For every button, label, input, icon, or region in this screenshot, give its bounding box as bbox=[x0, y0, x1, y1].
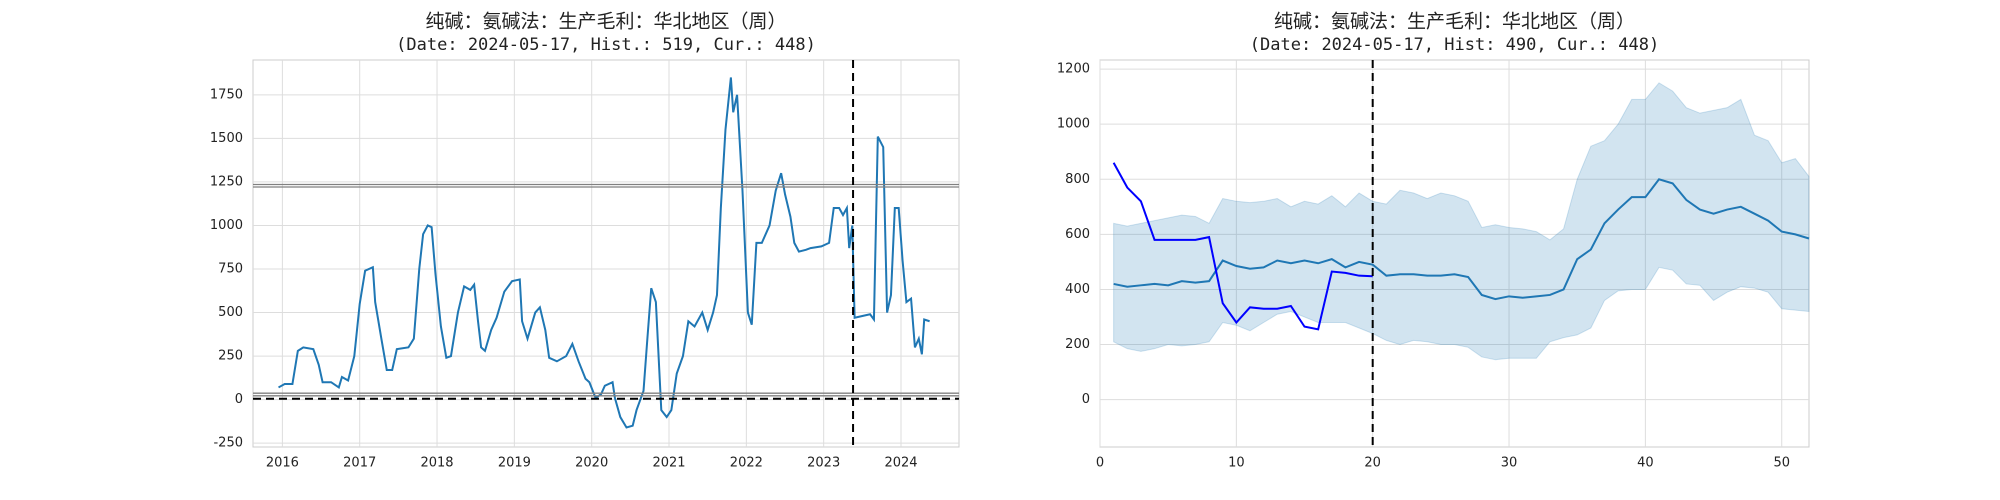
y-tick-label: 0 bbox=[1082, 392, 1090, 407]
x-tick-label: 2016 bbox=[266, 456, 299, 471]
chart-subtitle: (Date: 2024-05-17, Hist.: 519, Cur.: 448… bbox=[396, 35, 816, 55]
x-tick-label: 50 bbox=[1773, 456, 1790, 471]
y-tick-label: 600 bbox=[1065, 227, 1090, 242]
x-tick-label: 2020 bbox=[575, 456, 608, 471]
chart-title: 纯碱：氨碱法：生产毛利：华北地区（周） bbox=[1274, 11, 1635, 33]
x-tick-label: 40 bbox=[1637, 456, 1654, 471]
y-tick-label: 500 bbox=[218, 305, 243, 320]
series-line bbox=[1113, 178, 1810, 301]
y-tick-label: 400 bbox=[1065, 282, 1090, 297]
plot-area bbox=[252, 59, 960, 448]
series-line bbox=[278, 77, 930, 429]
x-tick-label: 2023 bbox=[807, 456, 840, 471]
x-tick-label: 2022 bbox=[730, 456, 763, 471]
y-tick-label: 1500 bbox=[210, 131, 243, 146]
range-band bbox=[1113, 82, 1810, 361]
y-tick-label: -250 bbox=[213, 436, 243, 451]
y-tick-label: 1000 bbox=[210, 218, 243, 233]
y-tick-label: 1250 bbox=[210, 174, 243, 189]
x-tick-label: 2019 bbox=[498, 456, 531, 471]
x-tick-label: 20 bbox=[1364, 456, 1381, 471]
x-tick-label: 2021 bbox=[652, 456, 685, 471]
y-tick-label: 200 bbox=[1065, 337, 1090, 352]
x-tick-label: 10 bbox=[1228, 456, 1245, 471]
chart-subtitle: (Date: 2024-05-17, Hist: 490, Cur.: 448) bbox=[1250, 35, 1659, 55]
y-tick-label: 1000 bbox=[1057, 117, 1090, 132]
y-tick-label: 1200 bbox=[1057, 62, 1090, 77]
x-tick-label: 2018 bbox=[420, 456, 453, 471]
chart-title: 纯碱：氨碱法：生产毛利：华北地区（周） bbox=[425, 11, 786, 33]
x-tick-label: 2017 bbox=[343, 456, 376, 471]
y-tick-label: 250 bbox=[218, 349, 243, 364]
x-tick-label: 2024 bbox=[884, 456, 917, 471]
series-line bbox=[1112, 162, 1373, 331]
y-tick-label: 0 bbox=[235, 392, 243, 407]
y-tick-label: 750 bbox=[218, 262, 243, 277]
x-tick-label: 0 bbox=[1096, 456, 1104, 471]
y-tick-label: 1750 bbox=[210, 87, 243, 102]
y-tick-label: 800 bbox=[1065, 172, 1090, 187]
x-tick-label: 30 bbox=[1501, 456, 1518, 471]
